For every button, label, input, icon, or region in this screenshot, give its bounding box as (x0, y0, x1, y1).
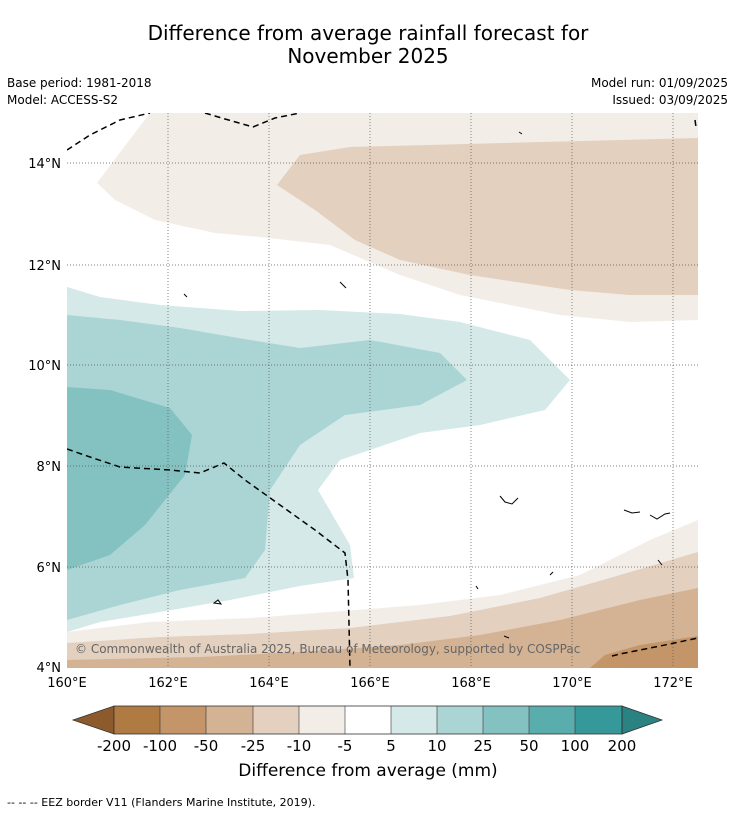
colorbar-swatch (437, 706, 483, 734)
meta-left: Base period: 1981-2018 Model: ACCESS-S2 (7, 75, 152, 109)
issued-date: Issued: 03/09/2025 (612, 93, 728, 107)
colorbar-outline (113, 705, 623, 735)
lat-label: 14°N (28, 157, 61, 172)
map-title: Difference from average rainfall forecas… (0, 22, 736, 68)
colorbar-tick: -25 (241, 737, 266, 755)
colorbar-swatch (529, 706, 575, 734)
grid-lines (67, 113, 698, 668)
colorbar-tick: -200 (97, 737, 131, 755)
lat-label: 6°N (37, 561, 62, 576)
lat-label: 4°N (37, 661, 62, 676)
colorbar-tick: 50 (519, 737, 538, 755)
colorbar-tick: -5 (338, 737, 353, 755)
colorbar-tick: 5 (386, 737, 396, 755)
colorbar-swatch (160, 706, 206, 734)
lon-labels: 160°E 162°E 164°E 166°E 168°E 170°E 172°… (47, 676, 693, 691)
lon-label: 168°E (451, 676, 491, 691)
copyright-notice: © Commonwealth of Australia 2025, Bureau… (75, 642, 580, 656)
colorbar-tick: 200 (608, 737, 637, 755)
island-outlines (183, 131, 671, 639)
lat-label: 12°N (28, 259, 61, 274)
colorbar-tick: -50 (194, 737, 219, 755)
lon-label: 170°E (552, 676, 592, 691)
colorbar-tick: -10 (287, 737, 312, 755)
eez-legend: -- -- -- EEZ border V11 (Flanders Marine… (7, 796, 316, 809)
colorbar-swatch (206, 706, 253, 734)
colorbar-swatch (253, 706, 299, 734)
lon-label: 166°E (350, 676, 390, 691)
lat-label: 10°N (28, 359, 61, 374)
title-line-1: Difference from average rainfall forecas… (147, 21, 589, 45)
contour-wet-25 (67, 387, 192, 570)
colorbar-arrow-high (621, 705, 664, 735)
lon-label: 164°E (249, 676, 289, 691)
contour-wet-10 (67, 315, 467, 620)
contour-dry-10 (277, 138, 698, 295)
colorbar-tick: 10 (427, 737, 446, 755)
base-period: Base period: 1981-2018 (7, 76, 152, 90)
colorbar: -200 -100 -50 -25 -10 -5 5 10 25 50 100 … (71, 705, 664, 755)
lon-label: 172°E (653, 676, 693, 691)
colorbar-arrow-low (71, 705, 115, 735)
title-line-2: November 2025 (287, 44, 449, 68)
colorbar-title: Difference from average (mm) (238, 761, 498, 781)
colorbar-swatch (299, 706, 345, 734)
colorbar-tick: 25 (473, 737, 492, 755)
colorbar-swatch (345, 706, 391, 734)
colorbar-swatch (114, 706, 160, 734)
colorbar-swatch (483, 706, 529, 734)
colorbar-swatch (575, 706, 622, 734)
contour-south-25 (67, 588, 698, 668)
lon-label: 160°E (47, 676, 87, 691)
model-run: Model run: 01/09/2025 (590, 76, 728, 90)
lat-labels: 4°N 6°N 8°N 10°N 12°N 14°N (28, 157, 61, 676)
colorbar-tick: 100 (561, 737, 590, 755)
rainfall-contours (67, 113, 698, 668)
colorbar-swatch (391, 706, 437, 734)
meta-right: Model run: 01/09/2025 Issued: 03/09/2025 (591, 75, 728, 109)
lon-label: 162°E (148, 676, 188, 691)
colorbar-tick: -100 (143, 737, 177, 755)
model-name: Model: ACCESS-S2 (7, 93, 119, 107)
lat-label: 8°N (37, 460, 62, 475)
eez-borders (67, 113, 698, 668)
